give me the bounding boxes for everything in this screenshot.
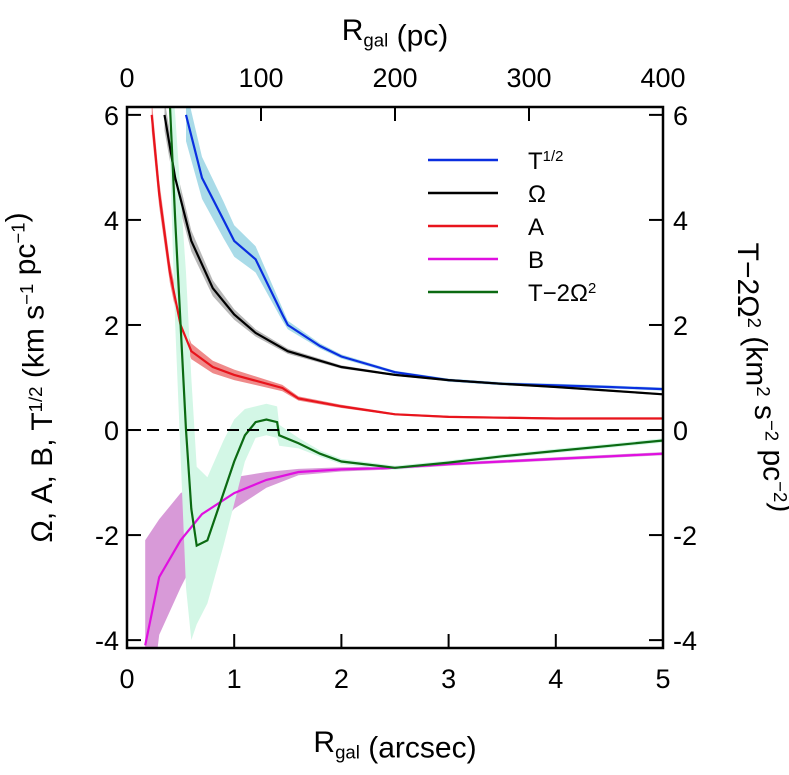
x2-tick-label: 300 bbox=[506, 63, 551, 93]
label-part: B bbox=[528, 247, 544, 274]
y2-tick-label: -4 bbox=[673, 626, 697, 656]
label-part: Ω bbox=[528, 181, 546, 208]
label-part: (pc) bbox=[388, 19, 448, 52]
x2-axis-title: Rgal​ (pc) bbox=[342, 14, 449, 52]
y-tick-label: 6 bbox=[104, 101, 119, 131]
series-line bbox=[150, 114, 663, 420]
label-part: Ω, A, B, T bbox=[26, 412, 59, 542]
label-part: T−2Ω bbox=[731, 243, 764, 318]
legend-label: B bbox=[528, 247, 544, 274]
y2-tick-label: -2 bbox=[673, 521, 697, 551]
y2-tick-label: 4 bbox=[673, 206, 688, 236]
y-tick-label: -2 bbox=[95, 521, 119, 551]
superscript: 2 bbox=[744, 318, 765, 328]
legend-label: Ω bbox=[528, 181, 546, 208]
y2-tick-label: 0 bbox=[673, 416, 688, 446]
y2-tick-label: 6 bbox=[673, 101, 688, 131]
x2-tick-label: 100 bbox=[238, 63, 283, 93]
label-part: ) bbox=[765, 502, 789, 512]
label-part: (km s bbox=[17, 305, 50, 387]
error-band bbox=[186, 107, 663, 391]
series-line bbox=[168, 107, 663, 548]
superscript: 1/2 bbox=[543, 149, 564, 165]
y2-tick-label: 2 bbox=[673, 311, 688, 341]
y-tick-label: -4 bbox=[95, 626, 119, 656]
bands bbox=[145, 107, 663, 648]
x2-tick-label: 0 bbox=[119, 63, 134, 93]
x-tick-label: 2 bbox=[334, 664, 349, 694]
label-part: R bbox=[342, 14, 364, 47]
series-line bbox=[163, 114, 663, 396]
y-tick-label: 2 bbox=[104, 311, 119, 341]
superscript: −1 bbox=[8, 222, 29, 243]
label-part: s bbox=[748, 397, 781, 420]
y-tick-label: 0 bbox=[104, 416, 119, 446]
superscript: −2 bbox=[770, 481, 789, 502]
series-line bbox=[144, 452, 663, 646]
superscript: −2 bbox=[761, 420, 782, 441]
label-part: ) bbox=[0, 212, 33, 222]
subscript: gal bbox=[335, 742, 360, 763]
x2-tick-label: 400 bbox=[640, 63, 685, 93]
y-tick-label: 4 bbox=[104, 206, 119, 236]
label-part: (km bbox=[740, 328, 773, 386]
label-part: (arcsec) bbox=[360, 731, 477, 764]
label-part: pc bbox=[757, 441, 789, 481]
error-band bbox=[151, 107, 663, 420]
x2-tick-label: 200 bbox=[372, 63, 417, 93]
legend-label: A bbox=[528, 214, 544, 241]
superscript: −1 bbox=[16, 284, 37, 305]
superscript: 1/2 bbox=[25, 386, 46, 412]
superscript: 2 bbox=[753, 386, 774, 396]
y2-axis-title: T−2Ω2​ (km2​ s−2​ pc−2​) bbox=[731, 243, 789, 513]
label-part: R bbox=[313, 726, 335, 759]
legend-label: T−2Ω2​ bbox=[528, 280, 596, 307]
superscript: 2 bbox=[588, 281, 596, 297]
x-axis-title: Rgal​ (arcsec) bbox=[313, 726, 476, 764]
x-tick-label: 1 bbox=[227, 664, 242, 694]
x-tick-label: 5 bbox=[655, 664, 670, 694]
label-part: T bbox=[528, 148, 543, 175]
y-axis-title: Ω, A, B, T1/2​ (km s−1​ pc−1​) bbox=[0, 212, 59, 542]
label-part: pc bbox=[9, 244, 42, 284]
label-part: A bbox=[528, 214, 544, 241]
subscript: gal bbox=[363, 30, 388, 51]
legend-label: T1/2​ bbox=[528, 148, 563, 175]
x-tick-label: 0 bbox=[119, 664, 134, 694]
x-tick-label: 4 bbox=[548, 664, 563, 694]
x-tick-label: 3 bbox=[441, 664, 456, 694]
error-band bbox=[169, 107, 663, 641]
lines bbox=[144, 107, 663, 646]
label-part: T−2Ω bbox=[528, 280, 588, 307]
